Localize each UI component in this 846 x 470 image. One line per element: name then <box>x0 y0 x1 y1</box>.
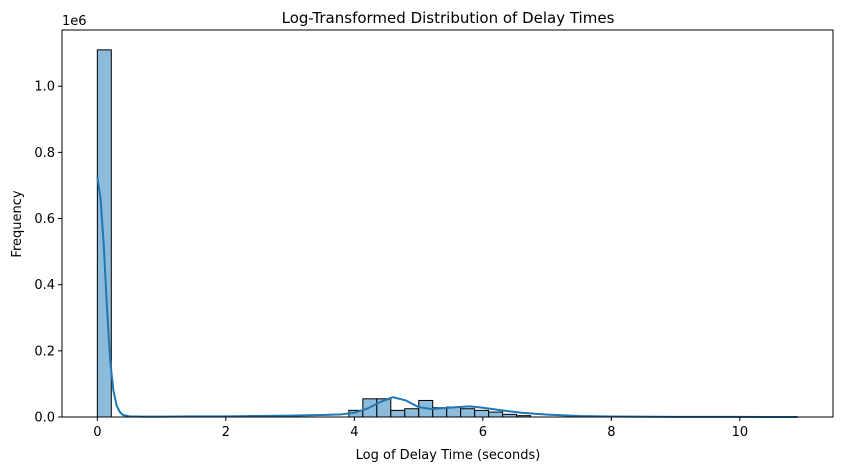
axes-frame <box>61 29 834 418</box>
histogram-bar <box>488 411 504 418</box>
histogram-bar <box>474 409 490 418</box>
kde-line <box>96 177 798 418</box>
y-tick-label: 0.0 <box>34 411 55 426</box>
x-tick-label: 0 <box>93 425 101 440</box>
x-tick-label: 4 <box>350 425 358 440</box>
y-axis-label: Frequency <box>10 190 25 257</box>
x-tick-label: 10 <box>732 425 749 440</box>
y-tick-label: 0.6 <box>34 212 55 227</box>
histogram-bar <box>390 409 406 418</box>
y-tick-label: 0.8 <box>34 146 55 161</box>
x-tick-label: 8 <box>607 425 615 440</box>
x-tick-label: 2 <box>222 425 230 440</box>
x-axis-ticks: 0 2 4 6 8 10 <box>93 417 748 440</box>
histogram-bar <box>460 408 476 418</box>
histogram-bar <box>404 408 420 418</box>
y-tick-label: 0.4 <box>34 278 55 293</box>
chart-title: Log-Transformed Distribution of Delay Ti… <box>282 9 615 27</box>
y-tick-label: 0.2 <box>34 344 55 359</box>
x-axis-label: Log of Delay Time (seconds) <box>356 448 541 463</box>
histogram-bar <box>96 49 112 418</box>
y-offset-text: 1e6 <box>62 14 87 29</box>
y-tick-label: 1.0 <box>34 80 55 95</box>
bars-layer <box>96 49 532 418</box>
x-tick-label: 6 <box>479 425 487 440</box>
y-axis-ticks: 0.0 0.2 0.4 0.6 0.8 1.0 <box>34 80 62 426</box>
